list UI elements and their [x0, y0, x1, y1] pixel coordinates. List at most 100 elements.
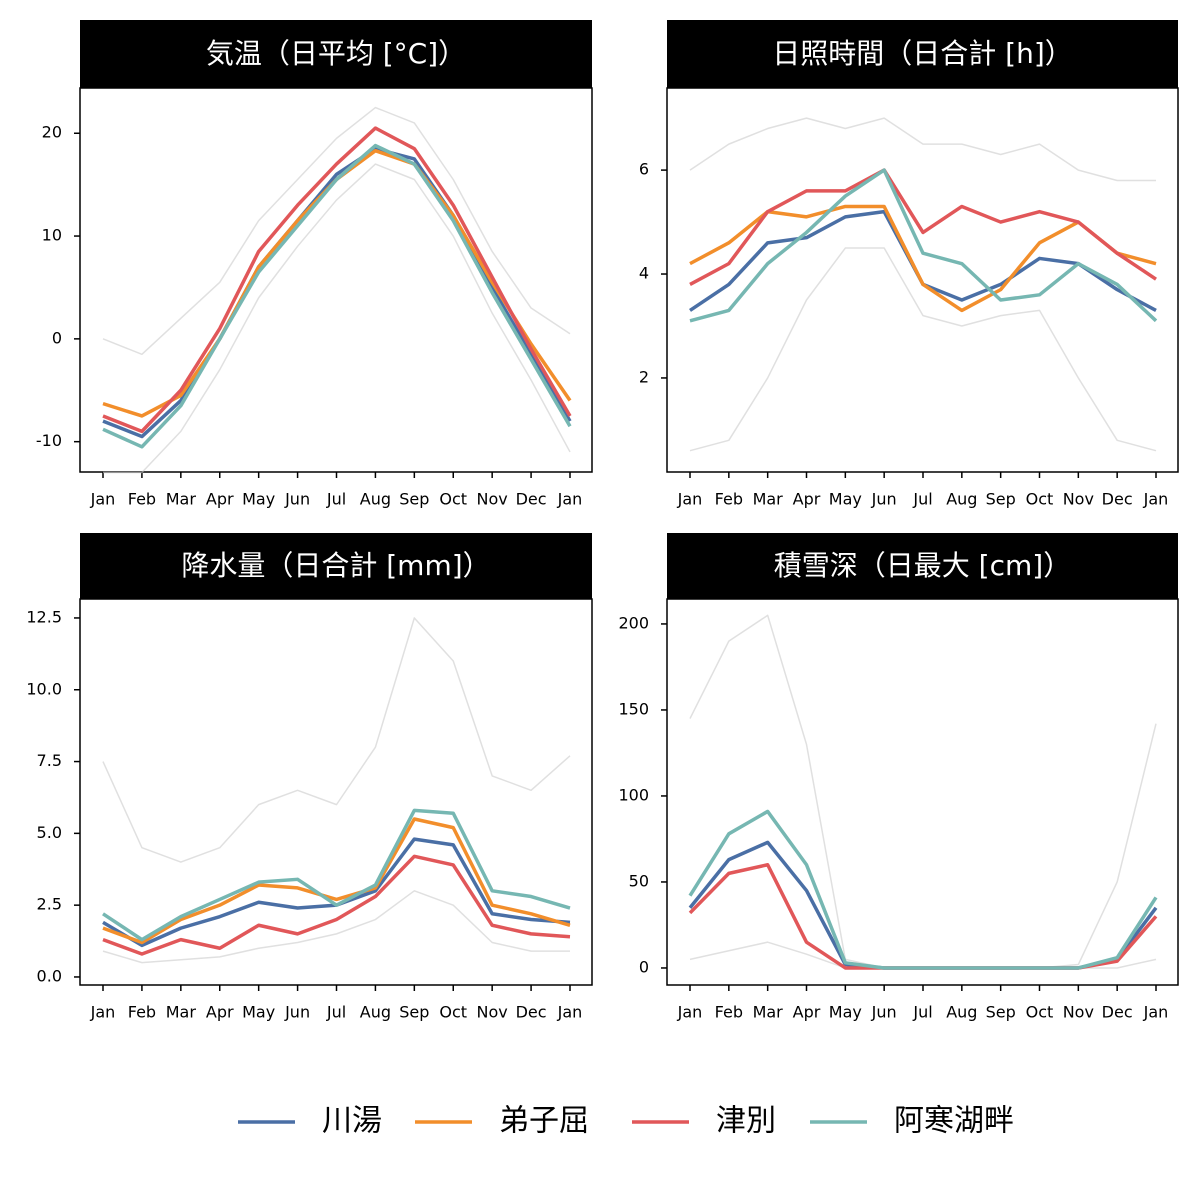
y-tick-label: 150 [618, 699, 649, 718]
x-tick-label: Dec [1102, 1003, 1133, 1022]
y-tick-label: 10 [42, 226, 62, 245]
x-tick-label: Jun [284, 490, 310, 509]
strip [667, 20, 1178, 88]
series-line [102, 146, 572, 439]
x-tick-label: Aug [946, 490, 977, 509]
legend-label: 川湯 [322, 1104, 382, 1139]
x-tick-label: Mar [166, 1003, 197, 1022]
panel-title: 日照時間（日合計 [h]） [772, 37, 1073, 70]
x-tick-label: Mar [753, 490, 784, 509]
panel-title: 積雪深（日最大 [cm]） [774, 549, 1071, 582]
background-line [689, 117, 1156, 182]
series-line [102, 854, 571, 956]
y-tick-label: 6 [639, 160, 649, 179]
x-tick-label: Feb [128, 490, 156, 509]
series-line [102, 143, 572, 449]
series-line [689, 168, 1157, 286]
background-line [102, 890, 570, 964]
x-tick-label: May [829, 1003, 862, 1022]
y-tick-label: 0 [52, 328, 62, 347]
series-line [102, 817, 571, 945]
y-tick-label: 4 [639, 264, 649, 283]
x-tick-label: Aug [360, 1003, 391, 1022]
x-tick-label: Jan [677, 490, 703, 509]
x-tick-label: Jan [90, 1003, 116, 1022]
legend-label: 弟子屈 [499, 1104, 589, 1139]
x-tick-label: Apr [206, 1003, 234, 1022]
x-tick-label: Dec [516, 490, 547, 509]
x-tick-label: Dec [516, 1003, 547, 1022]
x-tick-label: Jul [912, 490, 932, 509]
y-tick-label: 2.5 [37, 895, 62, 914]
x-tick-label: Nov [477, 490, 508, 509]
y-tick-label: 200 [618, 613, 649, 632]
x-tick-label: Nov [1063, 1003, 1094, 1022]
x-tick-label: Jan [1143, 490, 1169, 509]
background-line [102, 617, 571, 863]
x-tick-label: Nov [1063, 490, 1094, 509]
x-tick-label: Oct [1026, 1003, 1054, 1022]
series-line [688, 809, 1158, 970]
y-tick-label: 100 [618, 785, 649, 804]
y-tick-label: 0 [639, 957, 649, 976]
strip [80, 533, 592, 599]
x-tick-label: Sep [399, 490, 429, 509]
plot-frame [79, 598, 593, 986]
panel-title: 気温（日平均 [°C]） [206, 37, 466, 70]
series-line [689, 168, 1158, 323]
x-tick-label: Feb [715, 1003, 743, 1022]
background-line [689, 247, 1157, 452]
x-tick-label: May [829, 490, 862, 509]
x-tick-label: Jan [557, 1003, 583, 1022]
x-tick-label: Jun [871, 490, 897, 509]
legend-label: 津別 [716, 1104, 776, 1139]
strip [80, 20, 592, 88]
x-tick-label: Oct [1026, 490, 1054, 509]
x-tick-label: Aug [360, 490, 391, 509]
y-tick-label: 20 [42, 123, 62, 142]
x-tick-label: Jan [677, 1003, 703, 1022]
y-tick-label: 0.0 [37, 966, 62, 985]
legend-label: 阿寒湖畔 [894, 1104, 1014, 1139]
background-line [102, 106, 571, 356]
x-tick-label: May [242, 1003, 275, 1022]
x-tick-label: Jan [90, 490, 116, 509]
x-tick-label: Jan [1143, 1003, 1169, 1022]
x-tick-label: Feb [715, 490, 743, 509]
background-line [103, 163, 571, 474]
x-tick-label: Oct [439, 1003, 467, 1022]
y-tick-label: 12.5 [26, 607, 62, 626]
x-tick-label: Aug [946, 1003, 977, 1022]
x-tick-label: Jun [284, 1003, 310, 1022]
panel-title: 降水量（日合計 [mm]） [181, 549, 490, 582]
y-tick-label: -10 [36, 431, 62, 450]
y-tick-label: 2 [639, 367, 649, 386]
x-tick-label: Oct [439, 490, 467, 509]
y-tick-label: 7.5 [37, 751, 62, 770]
x-tick-label: Mar [166, 490, 197, 509]
x-tick-label: Apr [793, 490, 821, 509]
series-line [102, 808, 571, 942]
x-tick-label: Mar [753, 1003, 784, 1022]
plot-frame [666, 598, 1179, 986]
x-tick-label: Sep [986, 490, 1016, 509]
x-tick-label: Feb [128, 1003, 156, 1022]
series-line [102, 126, 572, 434]
x-tick-label: Jul [326, 1003, 346, 1022]
x-tick-label: Jan [557, 490, 583, 509]
y-tick-label: 5.0 [37, 823, 62, 842]
x-tick-label: Sep [399, 1003, 429, 1022]
x-tick-label: Jul [912, 1003, 932, 1022]
x-tick-label: Apr [793, 1003, 821, 1022]
x-tick-label: May [242, 490, 275, 509]
x-tick-label: Sep [986, 1003, 1016, 1022]
y-tick-label: 50 [629, 871, 649, 890]
y-tick-label: 10.0 [26, 679, 62, 698]
x-tick-label: Apr [206, 490, 234, 509]
x-tick-label: Jul [326, 490, 346, 509]
x-tick-label: Nov [477, 1003, 508, 1022]
x-tick-label: Dec [1102, 490, 1133, 509]
x-tick-label: Jun [871, 1003, 897, 1022]
strip [667, 533, 1178, 599]
